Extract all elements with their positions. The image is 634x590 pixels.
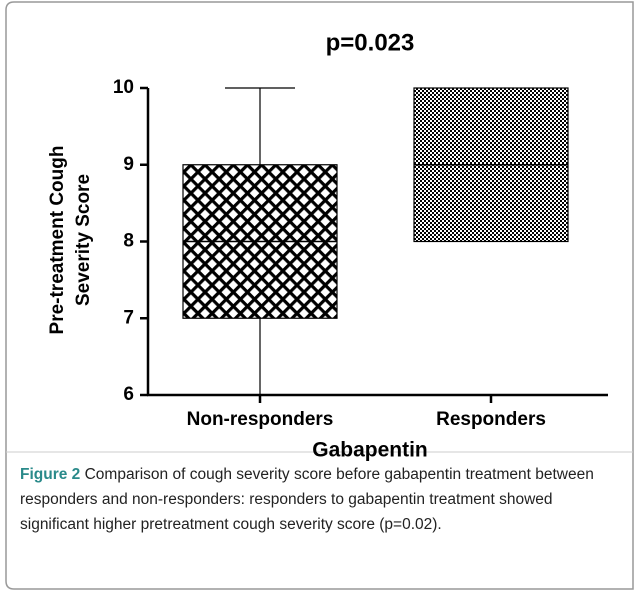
x-axis-label: Gabapentin	[312, 439, 428, 462]
y-tick-label: 8	[123, 231, 134, 252]
y-tick-label: 7	[123, 307, 134, 328]
y-axis-label: Severity Score	[73, 174, 94, 306]
y-tick-label: 9	[123, 154, 134, 175]
frame	[5, 1, 634, 590]
caption: Figure 2 Comparison of cough severity sc…	[20, 462, 620, 537]
caption-label: Figure 2	[20, 466, 81, 483]
x-tick-label: Responders	[436, 409, 546, 430]
y-axis-label: Pre-treatment Cough	[47, 146, 68, 335]
caption-text: Comparison of cough severity score befor…	[20, 466, 594, 533]
y-tick-label: 6	[123, 384, 134, 405]
y-tick-label: 10	[113, 77, 134, 98]
x-tick-label: Non-responders	[187, 409, 334, 430]
chart-title: p=0.023	[326, 29, 415, 56]
